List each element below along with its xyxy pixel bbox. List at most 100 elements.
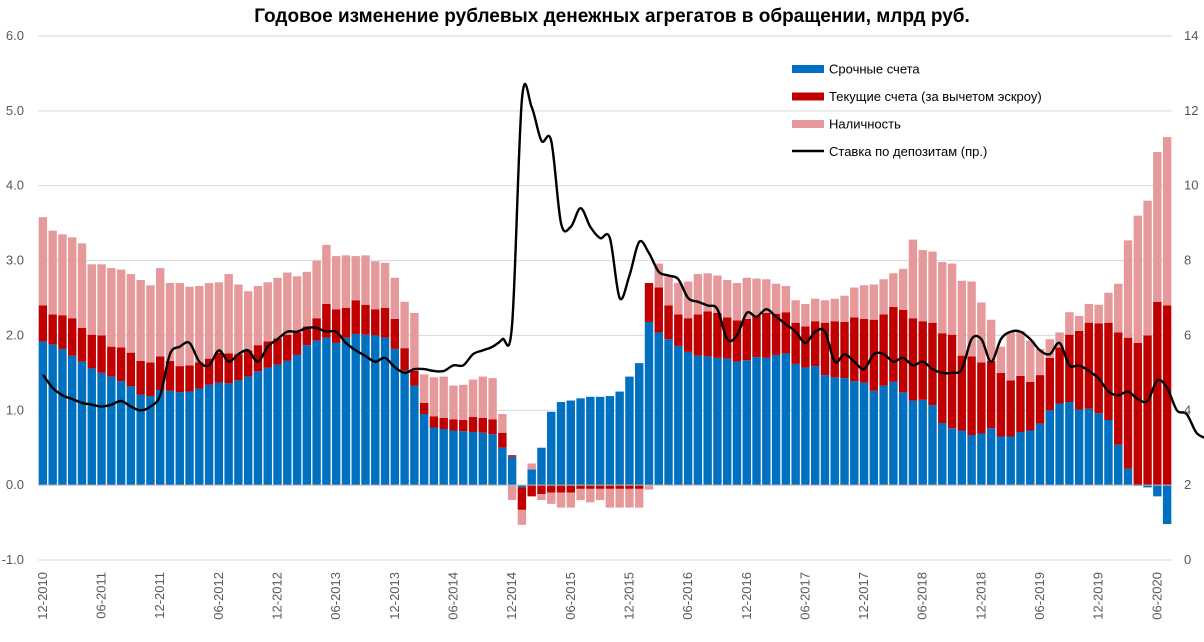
bar-cash xyxy=(292,276,302,333)
bar-cash xyxy=(1026,340,1035,382)
bar-cash xyxy=(732,283,742,321)
bar-cash xyxy=(947,263,957,335)
bar-term xyxy=(1026,430,1035,486)
y-left-tick-label: 2.0 xyxy=(6,327,24,342)
y-left-tick-label: 1.0 xyxy=(6,402,24,417)
bar-term xyxy=(625,376,634,486)
bar-cash xyxy=(1065,312,1074,335)
bar-cash xyxy=(1162,137,1172,306)
bar-current xyxy=(781,312,791,354)
bar-current xyxy=(566,485,575,493)
bar-current xyxy=(302,326,312,346)
bar-cash xyxy=(556,492,566,508)
bar-current xyxy=(810,321,820,367)
bar-term xyxy=(820,375,830,486)
bar-current xyxy=(468,417,478,432)
bar-cash xyxy=(722,280,732,318)
bar-cash xyxy=(889,273,898,307)
bar-term xyxy=(752,357,761,486)
bar-current xyxy=(713,312,722,358)
bar-term xyxy=(224,383,233,486)
y-right-tick-label: 10 xyxy=(1184,178,1198,193)
bar-cash xyxy=(752,278,761,316)
bar-cash xyxy=(527,463,536,470)
bar-current xyxy=(429,416,439,428)
bar-current xyxy=(625,485,634,489)
bar-cash xyxy=(331,256,341,310)
bar-current xyxy=(547,485,556,493)
y-right-tick-label: 4 xyxy=(1184,402,1191,417)
bar-current xyxy=(243,350,253,377)
bar-term xyxy=(586,396,595,486)
bar-current xyxy=(683,318,693,352)
bar-term xyxy=(605,396,615,486)
bar-term xyxy=(713,357,722,486)
bar-term xyxy=(175,392,184,486)
legend-marker-term xyxy=(792,65,824,73)
bar-current xyxy=(1016,375,1025,432)
bar-current xyxy=(1074,330,1084,410)
bar-cash xyxy=(762,279,771,313)
bar-cash xyxy=(439,376,448,418)
bar-term xyxy=(77,361,87,486)
bar-cash xyxy=(1035,348,1045,376)
bar-cash xyxy=(1045,339,1055,358)
bar-cash xyxy=(859,285,869,319)
bar-current xyxy=(967,356,976,435)
x-tick-label: 12-2010 xyxy=(35,572,50,620)
bar-current xyxy=(1026,381,1035,431)
bar-term xyxy=(498,447,507,486)
bar-cash xyxy=(938,262,947,334)
bar-cash xyxy=(986,319,996,361)
bar-term xyxy=(292,354,302,486)
bar-term xyxy=(517,485,527,488)
bar-current xyxy=(664,305,673,340)
bar-term xyxy=(302,345,312,486)
bar-term xyxy=(185,391,194,486)
bar-current xyxy=(820,322,830,376)
bar-cash xyxy=(253,286,263,346)
bar-term xyxy=(488,434,497,486)
bar-term xyxy=(928,405,937,486)
bar-term xyxy=(654,332,663,486)
bar-term xyxy=(986,428,996,486)
bar-current xyxy=(1094,323,1103,414)
bar-cash xyxy=(302,271,312,327)
x-tick-label: 12-2016 xyxy=(739,572,754,620)
bar-term xyxy=(879,385,888,486)
bar-cash xyxy=(498,414,507,433)
bar-current xyxy=(87,334,96,369)
bar-current xyxy=(1065,334,1074,403)
bar-current xyxy=(146,362,155,397)
bar-term xyxy=(1084,408,1094,486)
bar-cash xyxy=(850,287,859,318)
x-tick-label: 06-2014 xyxy=(445,572,460,620)
bar-term xyxy=(840,378,849,486)
bar-current xyxy=(938,333,947,424)
bar-cash xyxy=(214,282,224,353)
bar-term xyxy=(1074,409,1084,486)
bar-term xyxy=(527,469,536,486)
bar-current xyxy=(449,419,458,431)
bar-term xyxy=(165,390,175,486)
bar-current xyxy=(1035,375,1045,424)
y-left-tick-label: 0.0 xyxy=(6,477,24,492)
bar-cash xyxy=(713,275,722,313)
bar-current xyxy=(107,346,116,377)
x-tick-label: 12-2015 xyxy=(621,572,636,620)
bar-current xyxy=(850,317,859,382)
bar-cash xyxy=(840,295,849,322)
bar-cash xyxy=(1006,331,1015,381)
bar-current xyxy=(1084,322,1094,409)
bar-term xyxy=(566,400,575,486)
bar-current xyxy=(498,432,507,448)
bar-cash xyxy=(566,492,575,508)
bar-term xyxy=(1016,431,1025,486)
bar-current xyxy=(126,352,136,387)
bar-current xyxy=(556,485,566,493)
bar-term xyxy=(263,367,272,486)
bar-term xyxy=(48,344,57,486)
bar-current xyxy=(840,321,849,379)
bar-cash xyxy=(1153,152,1162,302)
bar-current xyxy=(1006,380,1015,437)
